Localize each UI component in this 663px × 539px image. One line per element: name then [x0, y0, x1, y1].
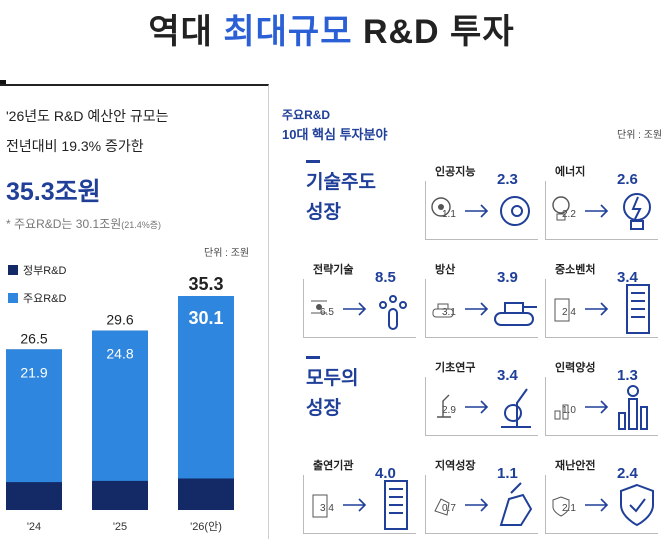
major-rd-note: * 주요R&D는 30.1조원(21.4%증) — [6, 215, 161, 232]
field-name: 인공지능 — [435, 166, 476, 178]
field-box: 3.1 — [425, 279, 538, 338]
building-icon — [554, 284, 650, 334]
legend-gov: 정부R&D — [8, 262, 66, 278]
person-bars-icon — [554, 385, 648, 430]
field-curr-value: 3.9 — [497, 269, 518, 286]
field-box: 1.1 — [425, 181, 538, 240]
field-curr-value: 3.4 — [617, 269, 638, 286]
legend-major-swatch — [8, 293, 18, 303]
legend-gov-swatch — [8, 265, 18, 275]
group-dash-2 — [306, 356, 320, 359]
legend-major-label: 주요R&D — [23, 293, 67, 305]
field-1: 에너지 2.2 2.6 — [545, 163, 658, 240]
right-header-line-1: 주요R&D — [282, 108, 331, 122]
field-box: 2.2 — [545, 181, 658, 240]
field-name: 에너지 — [555, 166, 586, 178]
field-3: 방산 3.1 3.9 — [425, 261, 538, 338]
field-curr-value: 1.1 — [497, 465, 518, 482]
region-map-icon — [434, 482, 533, 526]
field-8: 지역성장 0.7 1.1 — [425, 457, 538, 534]
label-major-2: 30.1 — [188, 308, 223, 328]
field-prev-value: 1.0 — [562, 405, 576, 416]
title-prefix: 역대 — [148, 13, 213, 51]
intro-line-1: '26년도 R&D 예산안 규모는 — [6, 108, 169, 124]
label-gov-0: 26.5 — [20, 330, 47, 346]
field-curr-value: 4.0 — [375, 465, 396, 482]
panel-marker — [0, 80, 6, 86]
legend-major: 주요R&D — [8, 290, 66, 306]
field-name: 재난안전 — [555, 460, 596, 472]
group-all-line-2: 성장 — [306, 398, 341, 419]
field-curr-value: 3.4 — [497, 367, 518, 384]
field-prev-value: 2.9 — [442, 405, 456, 416]
bar-major-0 — [6, 349, 62, 483]
title-highlight: 최대규모 — [223, 13, 353, 51]
right-unit: 단위 : 조원 — [617, 130, 663, 141]
group-label-tech: 기술주도 성장 — [306, 168, 376, 228]
field-curr-value: 2.4 — [617, 465, 638, 482]
field-prev-value: 0.7 — [442, 503, 456, 514]
microscope-icon — [437, 388, 531, 428]
field-name: 중소벤처 — [555, 264, 596, 276]
chart-unit: 단위 : 조원 — [204, 248, 250, 259]
left-panel — [0, 84, 269, 539]
label-major-0: 21.9 — [20, 364, 47, 380]
label-major-1: 24.8 — [106, 346, 133, 362]
field-box: 0.7 — [425, 475, 538, 534]
label-gov-2: 35.3 — [188, 274, 223, 294]
field-name: 인력양성 — [555, 362, 596, 374]
label-gov-1: 29.6 — [106, 312, 133, 328]
ai-head-icon — [431, 196, 530, 226]
field-name: 전략기술 — [313, 264, 354, 276]
field-curr-value: 8.5 — [375, 269, 396, 286]
x-tick-1: '25 — [113, 521, 127, 533]
field-prev-value: 2.2 — [562, 209, 576, 220]
field-9: 재난안전 2.1 2.4 — [545, 457, 658, 534]
chip-touch-icon — [311, 295, 407, 330]
building-icon — [312, 480, 408, 530]
note-small: (21.4%증) — [121, 220, 162, 230]
bar-major-2 — [178, 296, 234, 479]
field-name: 출연기관 — [313, 460, 354, 472]
total-budget: 35.3조원 — [6, 178, 101, 206]
intro-line-2: 전년대비 19.3% 증가한 — [6, 138, 144, 154]
field-prev-value: 1.1 — [442, 209, 456, 220]
x-tick-0: '24 — [27, 521, 41, 533]
x-tick-2: '26(안) — [190, 520, 222, 533]
page-title: 역대 최대규모 R&D 투자 — [0, 4, 663, 53]
field-5: 기초연구 2.9 3.4 — [425, 359, 538, 436]
group-tech-line-2: 성장 — [306, 202, 341, 223]
field-name: 기초연구 — [435, 362, 476, 374]
shield-check-icon — [552, 483, 654, 527]
legend-gov-label: 정부R&D — [23, 265, 67, 277]
field-name: 방산 — [435, 264, 456, 276]
right-header-line-2: 10대 핵심 투자분야 — [282, 127, 388, 142]
bar-major-1 — [92, 330, 148, 481]
field-curr-value: 2.3 — [497, 171, 518, 188]
field-box: 1.0 — [545, 377, 658, 436]
field-2: 전략기술 6.5 8.5 — [303, 261, 416, 338]
field-curr-value: 1.3 — [617, 367, 638, 384]
field-0: 인공지능 1.1 2.3 — [425, 163, 538, 240]
budget-bar-chart: 26.5 21.9 '24 29.6 24.8 '25 35.3 30.1 '26(안) — [6, 274, 234, 533]
group-tech-line-1: 기술주도 — [306, 172, 376, 193]
lightbulb-icon — [552, 193, 651, 230]
field-name: 지역성장 — [435, 460, 476, 472]
tank-icon — [432, 302, 537, 326]
field-prev-value: 3.1 — [442, 307, 456, 318]
field-7: 출연기관 3.4 4.0 — [303, 457, 416, 534]
field-curr-value: 2.6 — [617, 171, 638, 188]
note-main: * 주요R&D는 30.1조원 — [6, 217, 122, 231]
field-6: 인력양성 1.0 1.3 — [545, 359, 658, 436]
field-4: 중소벤처 2.4 3.4 — [545, 261, 658, 338]
title-suffix: R&D 투자 — [362, 13, 515, 51]
field-box: 2.9 — [425, 377, 538, 436]
group-label-all: 모두의 성장 — [306, 364, 358, 424]
group-dash-1 — [306, 160, 320, 163]
group-all-line-1: 모두의 — [306, 368, 359, 389]
